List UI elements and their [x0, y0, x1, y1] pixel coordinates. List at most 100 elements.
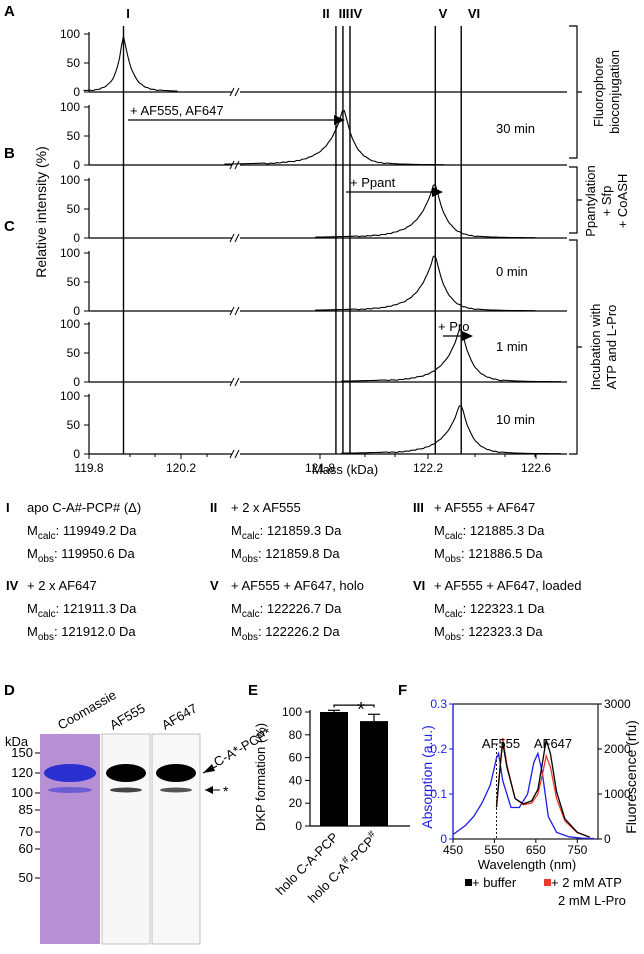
species-description: + 2 x AF647 — [27, 578, 97, 593]
ms-y-tick-label: 100 — [60, 389, 80, 403]
ms-spectrum-trace — [341, 404, 562, 455]
bar-y-label: DKP formation (%) — [253, 723, 268, 831]
svg-text:+ Sfp: + Sfp — [599, 186, 614, 217]
species-description: + 2 x AF555 — [231, 500, 301, 515]
axis-break — [229, 377, 240, 387]
band-af647 — [156, 764, 196, 782]
panel-letter-d: D — [4, 682, 15, 699]
ms-x-tick-label: 122.2 — [413, 461, 443, 475]
species-number: II — [210, 500, 217, 515]
lane-label-af647: AF647 — [159, 700, 200, 732]
fluorescence-tick-label: 1000 — [604, 787, 631, 801]
bar-category-label: holo C-A#-PCP# — [304, 828, 381, 905]
ms-x-axis: 119.8 120.2 121.8 122.2 122.6 — [74, 454, 551, 475]
legend-buffer-label: + buffer — [472, 875, 517, 890]
species-mass: Mcalc: 122226.7 Da — [231, 601, 342, 620]
fluorescence-tick-label: 0 — [604, 832, 611, 846]
species-number: V — [210, 578, 219, 593]
bar-chart-panel: E DKP formation (%) 0 20 40 60 80 100 holo C-A… — [248, 682, 410, 906]
spectra-x-tick-label: 750 — [567, 843, 587, 857]
legend-atp-swatch — [544, 879, 551, 886]
ms-row: 0 50 100 — [60, 27, 567, 99]
ms-x-axis-label: Mass (kDa) — [312, 462, 378, 477]
axis-break — [229, 306, 240, 316]
svg-text:bioconjugation: bioconjugation — [607, 50, 622, 134]
time-label-30min: 30 min — [496, 121, 535, 136]
gel-marker-label: 120 — [11, 765, 33, 780]
legend-buffer-swatch — [465, 879, 472, 886]
species-mass: Mcalc: 121859.3 Da — [231, 523, 342, 542]
svg-text:Ppantylation: Ppantylation — [583, 165, 598, 237]
gel-marker-label: 100 — [11, 785, 33, 800]
ms-row: 0 50 100 — [60, 317, 567, 389]
species-mass: Mobs: 122323.3 Da — [434, 624, 543, 643]
lane-label-af555: AF555 — [107, 700, 148, 732]
roman-marker-label: IV — [350, 6, 363, 21]
significance-star: * — [357, 699, 365, 721]
bar — [360, 721, 388, 826]
bracket-incubation: Incubation with ATP and L-Pro — [569, 239, 619, 455]
ms-y-tick-label: 0 — [73, 447, 80, 461]
svg-text:Incubation with: Incubation with — [588, 304, 603, 391]
svg-text:ATP and L-Pro: ATP and L-Pro — [604, 305, 619, 390]
species-mass: Mcalc: 121885.3 Da — [434, 523, 545, 542]
species-mass: Mobs: 121859.8 Da — [231, 546, 340, 565]
ms-annotation-af: + AF555, AF647 — [128, 103, 345, 125]
gel-marker-label: 150 — [11, 745, 33, 760]
ms-y-tick-label: 0 — [73, 231, 80, 245]
ms-spectrum-trace — [224, 109, 445, 166]
ms-y-tick-label: 100 — [60, 27, 80, 41]
band-af555 — [106, 764, 146, 782]
time-label-0min: 0 min — [496, 264, 528, 279]
bar — [320, 712, 348, 826]
species-mass: Mcalc: 122323.1 Da — [434, 601, 545, 620]
bar-y-tick-label: 0 — [295, 819, 302, 833]
spectra-chart: 0 0.1 0.2 0.3 0 1000 2000 3000 450 550 650 750 — [430, 697, 631, 857]
gel-marker-label: 50 — [19, 870, 33, 885]
ms-y-tick-label: 50 — [67, 202, 81, 216]
roman-marker-label: III — [339, 6, 350, 21]
spectra-x-tick-label: 450 — [443, 843, 463, 857]
peak-label-af647: AF647 — [534, 736, 572, 751]
species-mass: Mobs: 119950.6 Da — [27, 546, 135, 565]
roman-marker-label: V — [439, 6, 448, 21]
svg-text:Fluorophore: Fluorophore — [591, 57, 606, 127]
time-label-1min: 1 min — [496, 339, 528, 354]
ms-y-tick-label: 0 — [73, 304, 80, 318]
ms-annotation-pro: + Pro — [438, 319, 473, 341]
significance-bracket — [333, 704, 375, 708]
species-number: III — [413, 500, 424, 515]
ms-y-tick-label: 50 — [67, 56, 81, 70]
spectra-series-line — [452, 751, 594, 840]
species-number: VI — [413, 578, 425, 593]
gel-markers: 150 120 100 85 70 60 50 — [11, 745, 40, 885]
panel-letter-f: F — [398, 682, 407, 699]
species-number: IV — [6, 578, 19, 593]
bar-y-tick-label: 80 — [289, 728, 303, 742]
spectra-x-label: Wavelength (nm) — [478, 857, 577, 872]
gel-marker-label: 85 — [19, 802, 33, 817]
ms-y-tick-label: 100 — [60, 317, 80, 331]
ms-y-tick-label: 0 — [73, 375, 80, 389]
panel-letter-b: B — [4, 145, 15, 162]
svg-text:+ Ppant: + Ppant — [350, 175, 396, 190]
bracket-fluorophore: Fluorophore bioconjugation — [569, 25, 622, 159]
roman-marker-label: II — [322, 6, 329, 21]
bar-y-tick-label: 60 — [289, 751, 303, 765]
absorption-tick-label: 0.1 — [430, 787, 447, 801]
ms-y-tick-label: 50 — [67, 346, 81, 360]
species-description: + AF555 + AF647, holo — [231, 578, 364, 593]
ms-y-tick-label: 0 — [73, 85, 80, 99]
band-af647-minor — [160, 787, 192, 793]
species-mass: Mobs: 122226.2 Da — [231, 624, 340, 643]
species-entry: II + 2 x AF555 Mcalc: 121859.3 Da Mobs: 121… — [210, 500, 342, 565]
spectra-panel: F Absorption (a.u.) Fluorescence (rfu) 0… — [398, 682, 639, 908]
ms-y-tick-label: 50 — [67, 275, 81, 289]
ms-y-tick-label: 0 — [73, 158, 80, 172]
ms-y-tick-label: 100 — [60, 100, 80, 114]
svg-text:+ AF555, AF647: + AF555, AF647 — [130, 103, 224, 118]
ms-y-tick-label: 100 — [60, 173, 80, 187]
